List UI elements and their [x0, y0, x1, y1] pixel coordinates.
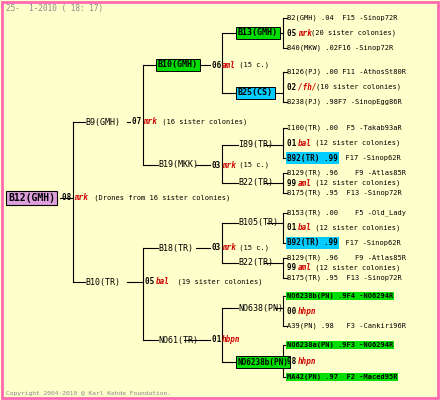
Text: B12(GMH): B12(GMH) — [8, 193, 55, 203]
Text: mrk: mrk — [143, 118, 157, 126]
Text: B22(TR): B22(TR) — [238, 178, 273, 188]
Text: 01: 01 — [287, 138, 301, 148]
Text: B105(TR): B105(TR) — [238, 218, 278, 228]
Text: MA42(PN) .97  F2 -Maced95R: MA42(PN) .97 F2 -Maced95R — [287, 374, 397, 380]
Text: hhpn: hhpn — [298, 306, 316, 316]
Text: bal: bal — [298, 224, 312, 232]
Text: 06: 06 — [212, 60, 226, 70]
Text: B238(PJ) .98F7 -SinopEgg86R: B238(PJ) .98F7 -SinopEgg86R — [287, 99, 402, 105]
Text: (16 sister colonies): (16 sister colonies) — [158, 119, 247, 125]
Text: 99: 99 — [287, 178, 301, 188]
Text: B92(TR) .99: B92(TR) .99 — [287, 154, 338, 162]
Text: NO6238b(PN) .9F4 -NO6294R: NO6238b(PN) .9F4 -NO6294R — [287, 293, 393, 299]
Text: mrk: mrk — [74, 194, 88, 202]
Text: hbpn: hbpn — [222, 336, 241, 344]
Text: (Drones from 16 sister colonies): (Drones from 16 sister colonies) — [90, 195, 230, 201]
Text: (15 c.): (15 c.) — [235, 162, 269, 168]
Text: mrk: mrk — [222, 160, 236, 170]
Text: 02: 02 — [287, 82, 301, 92]
Text: 03: 03 — [212, 244, 221, 252]
Text: NO61(TR): NO61(TR) — [158, 336, 198, 344]
Text: A39(PN) .98   F3 -Cankiri96R: A39(PN) .98 F3 -Cankiri96R — [287, 323, 406, 329]
Text: (12 sister colonies): (12 sister colonies) — [311, 180, 400, 186]
Text: bal: bal — [156, 278, 170, 286]
Text: NO638(PN): NO638(PN) — [238, 304, 283, 312]
Text: B18(TR): B18(TR) — [158, 244, 193, 252]
Text: B9(GMH): B9(GMH) — [85, 118, 120, 126]
Text: /fh/: /fh/ — [298, 82, 316, 92]
Text: B25(CS): B25(CS) — [238, 88, 273, 98]
Text: B10(TR): B10(TR) — [85, 278, 120, 286]
Text: 03: 03 — [212, 160, 221, 170]
Text: hhpn: hhpn — [298, 358, 316, 366]
Text: 01: 01 — [212, 336, 226, 344]
Text: F17 -Sinop62R: F17 -Sinop62R — [337, 240, 401, 246]
Text: B19(MKK): B19(MKK) — [158, 160, 198, 170]
Text: mrk: mrk — [222, 244, 236, 252]
Text: B129(TR) .96    F9 -Atlas85R: B129(TR) .96 F9 -Atlas85R — [287, 255, 406, 261]
Text: B40(MKW) .02F16 -Sinop72R: B40(MKW) .02F16 -Sinop72R — [287, 45, 393, 51]
Text: Copyright 2004-2010 @ Karl Kehde Foundation.: Copyright 2004-2010 @ Karl Kehde Foundat… — [6, 390, 171, 396]
Text: (20 sister colonies): (20 sister colonies) — [311, 30, 396, 36]
Text: NO6238a(PN) .9F3 -NO6294R: NO6238a(PN) .9F3 -NO6294R — [287, 342, 393, 348]
Text: B22(TR): B22(TR) — [238, 258, 273, 268]
Text: F17 -Sinop62R: F17 -Sinop62R — [337, 155, 401, 161]
Text: B175(TR) .95  F13 -Sinop72R: B175(TR) .95 F13 -Sinop72R — [287, 190, 402, 196]
Text: 05: 05 — [145, 278, 159, 286]
Text: I89(TR): I89(TR) — [238, 140, 273, 150]
Text: 07: 07 — [132, 118, 146, 126]
Text: (12 sister colonies): (12 sister colonies) — [311, 265, 400, 271]
Text: B175(TR) .95  F13 -Sinop72R: B175(TR) .95 F13 -Sinop72R — [287, 275, 402, 281]
Text: 25-  1-2010 ( 18: 17): 25- 1-2010 ( 18: 17) — [6, 4, 103, 12]
Text: 01: 01 — [287, 224, 301, 232]
Text: (12 sister colonies): (12 sister colonies) — [311, 140, 400, 146]
Text: B13(GMH): B13(GMH) — [238, 28, 278, 38]
Text: (19 sister colonies): (19 sister colonies) — [169, 279, 263, 285]
Text: 98: 98 — [287, 358, 301, 366]
Text: (15 c.): (15 c.) — [235, 245, 269, 251]
Text: bal: bal — [298, 138, 312, 148]
Text: 00: 00 — [287, 306, 301, 316]
Text: (15 c.): (15 c.) — [235, 62, 269, 68]
Text: B153(TR) .00    F5 -Old_Lady: B153(TR) .00 F5 -Old_Lady — [287, 210, 406, 216]
Text: B2(GMH) .04  F15 -Sinop72R: B2(GMH) .04 F15 -Sinop72R — [287, 15, 397, 21]
Text: B126(PJ) .00 F11 -AthosSt80R: B126(PJ) .00 F11 -AthosSt80R — [287, 69, 406, 75]
Text: B10(GMH): B10(GMH) — [158, 60, 198, 70]
Text: aml: aml — [298, 178, 312, 188]
Text: 05: 05 — [287, 28, 301, 38]
Text: NO6238b(PN): NO6238b(PN) — [238, 358, 289, 366]
Text: aml: aml — [222, 60, 236, 70]
Text: I100(TR) .00  F5 -Takab93aR: I100(TR) .00 F5 -Takab93aR — [287, 125, 402, 131]
Text: mrk: mrk — [298, 28, 312, 38]
Text: (12 sister colonies): (12 sister colonies) — [311, 225, 400, 231]
Text: 08: 08 — [62, 194, 76, 202]
Text: 99: 99 — [287, 264, 301, 272]
Text: B129(TR) .96    F9 -Atlas85R: B129(TR) .96 F9 -Atlas85R — [287, 170, 406, 176]
Text: (10 sister colonies): (10 sister colonies) — [316, 84, 401, 90]
Text: B92(TR) .99: B92(TR) .99 — [287, 238, 338, 248]
Text: aml: aml — [298, 264, 312, 272]
